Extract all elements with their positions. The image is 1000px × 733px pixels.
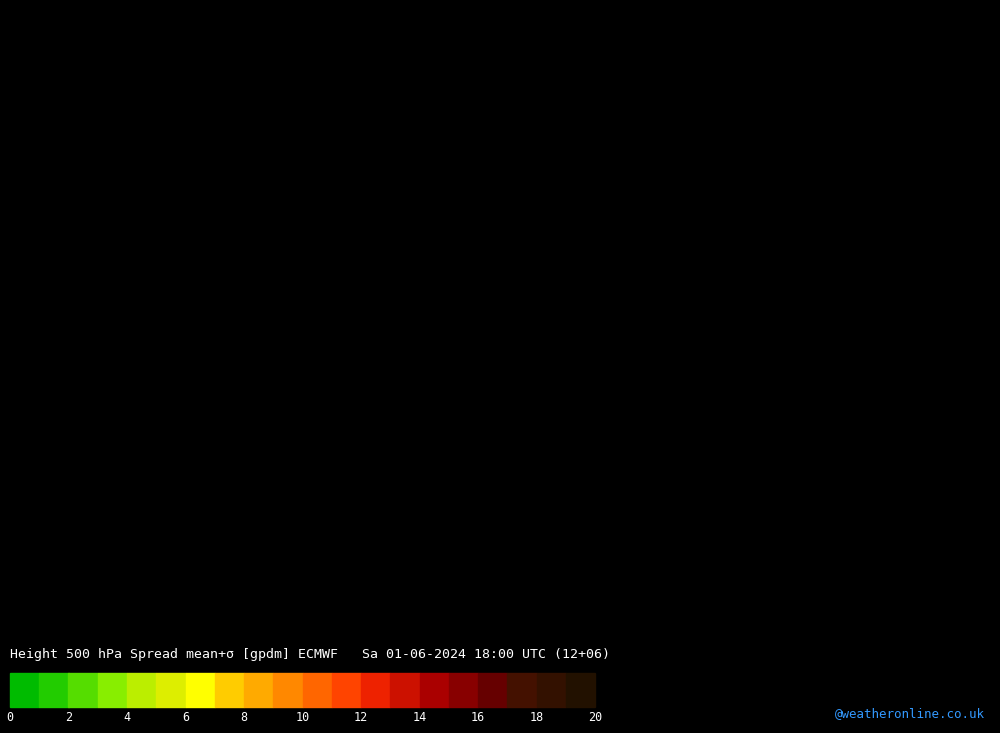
Text: 6: 6 [182, 711, 189, 724]
Bar [68, 673, 98, 707]
Bar [449, 673, 478, 707]
Text: @weatheronline.co.uk: @weatheronline.co.uk [835, 707, 985, 720]
Bar [536, 673, 566, 707]
Bar [390, 673, 420, 707]
Text: 8: 8 [240, 711, 248, 724]
Bar [302, 673, 332, 707]
Bar [507, 673, 536, 707]
Bar [215, 673, 244, 707]
Bar [39, 673, 68, 707]
Bar [244, 673, 273, 707]
Text: 4: 4 [123, 711, 131, 724]
Text: 0: 0 [6, 711, 14, 724]
Text: 18: 18 [529, 711, 544, 724]
Text: 20: 20 [588, 711, 602, 724]
Bar [156, 673, 186, 707]
Bar [361, 673, 390, 707]
Text: Height 500 hPa Spread mean+σ [gpdm] ECMWF   Sa 01-06-2024 18:00 UTC (12+06): Height 500 hPa Spread mean+σ [gpdm] ECMW… [10, 648, 610, 660]
Text: 16: 16 [471, 711, 485, 724]
Bar [10, 673, 39, 707]
Bar [127, 673, 156, 707]
Text: 14: 14 [412, 711, 427, 724]
Text: 2: 2 [65, 711, 72, 724]
Bar [273, 673, 302, 707]
Text: 12: 12 [354, 711, 368, 724]
Bar [566, 673, 595, 707]
Text: 10: 10 [295, 711, 310, 724]
Bar [332, 673, 361, 707]
Bar [478, 673, 507, 707]
Bar [98, 673, 127, 707]
Bar [420, 673, 449, 707]
Bar [186, 673, 215, 707]
